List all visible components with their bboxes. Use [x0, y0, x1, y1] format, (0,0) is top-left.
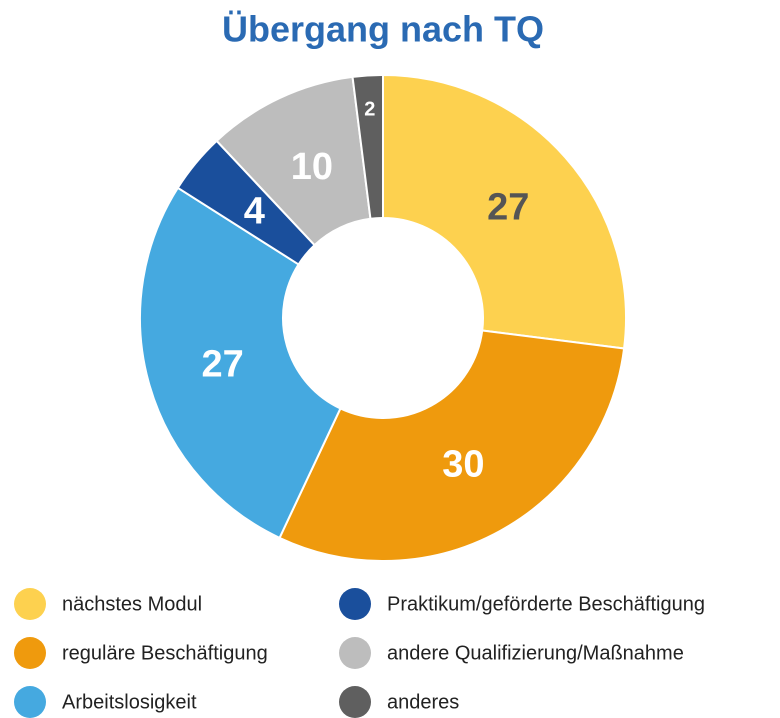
legend-swatch [14, 588, 46, 620]
legend-label: reguläre Beschäftigung [62, 642, 268, 664]
data-label: 27 [201, 344, 243, 386]
data-label: 2 [364, 99, 375, 121]
legend-label: anderes [387, 691, 459, 713]
legend-swatch [339, 588, 371, 620]
pie-slice [139, 186, 342, 540]
legend-label: andere Qualifizierung/Maßnahme [387, 642, 684, 664]
legend-swatch [14, 686, 46, 718]
legend-swatch [339, 686, 371, 718]
data-label: 30 [442, 443, 484, 485]
legend-label: nächstes Modul [62, 593, 202, 615]
legend-swatch [339, 637, 371, 669]
data-label: 4 [244, 191, 265, 233]
legend-label: Praktikum/geförderte Beschäftigung [387, 593, 705, 615]
pie-slice [351, 73, 384, 220]
pie-slice [382, 73, 627, 350]
legend-label: Arbeitslosigkeit [62, 691, 197, 713]
chart-title: Übergang nach TQ [222, 9, 544, 50]
data-label: 10 [291, 146, 333, 188]
data-label: 27 [487, 187, 529, 229]
legend-swatch [14, 637, 46, 669]
pie-slice [278, 329, 626, 562]
